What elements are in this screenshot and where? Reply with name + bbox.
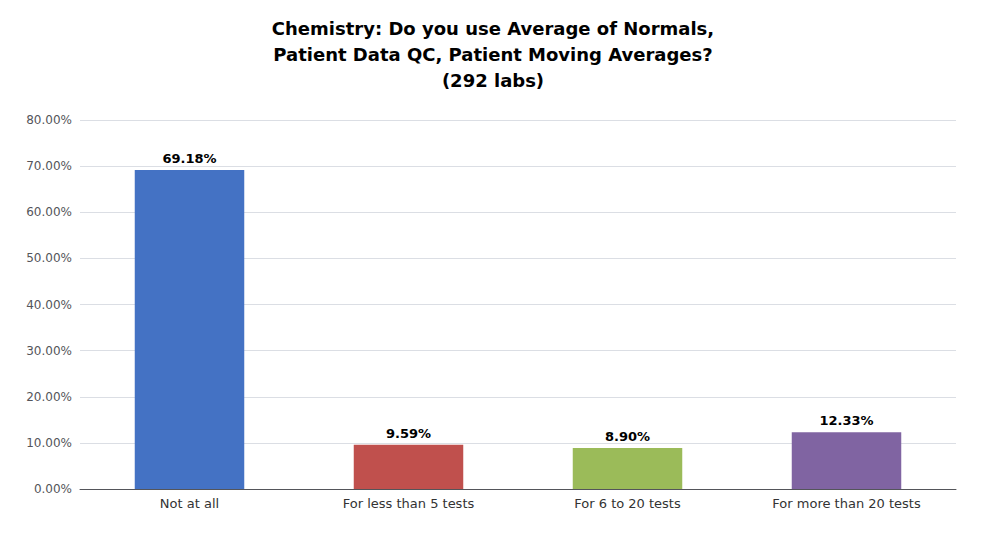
svg-text:20.00%: 20.00%	[26, 390, 72, 404]
svg-text:Chemistry: Do you use Average: Chemistry: Do you use Average of Normals…	[272, 18, 714, 39]
svg-text:30.00%: 30.00%	[26, 344, 72, 358]
svg-text:(292 labs): (292 labs)	[442, 70, 544, 91]
svg-text:0.00%: 0.00%	[34, 482, 72, 496]
svg-text:For less than 5 tests: For less than 5 tests	[343, 496, 475, 511]
svg-text:60.00%: 60.00%	[26, 205, 72, 219]
svg-text:12.33%: 12.33%	[819, 413, 873, 428]
svg-text:70.00%: 70.00%	[26, 159, 72, 173]
svg-text:Patient Data QC, Patient Movin: Patient Data QC, Patient Moving Averages…	[273, 44, 712, 65]
svg-text:For more than 20 tests: For more than 20 tests	[772, 496, 921, 511]
svg-text:10.00%: 10.00%	[26, 436, 72, 450]
svg-text:80.00%: 80.00%	[26, 113, 72, 127]
svg-text:Not at all: Not at all	[160, 496, 219, 511]
svg-text:For 6 to 20 tests: For 6 to 20 tests	[574, 496, 681, 511]
svg-text:40.00%: 40.00%	[26, 298, 72, 312]
svg-text:50.00%: 50.00%	[26, 251, 72, 265]
svg-text:69.18%: 69.18%	[162, 151, 216, 166]
svg-text:9.59%: 9.59%	[386, 426, 431, 441]
svg-text:8.90%: 8.90%	[605, 429, 650, 444]
